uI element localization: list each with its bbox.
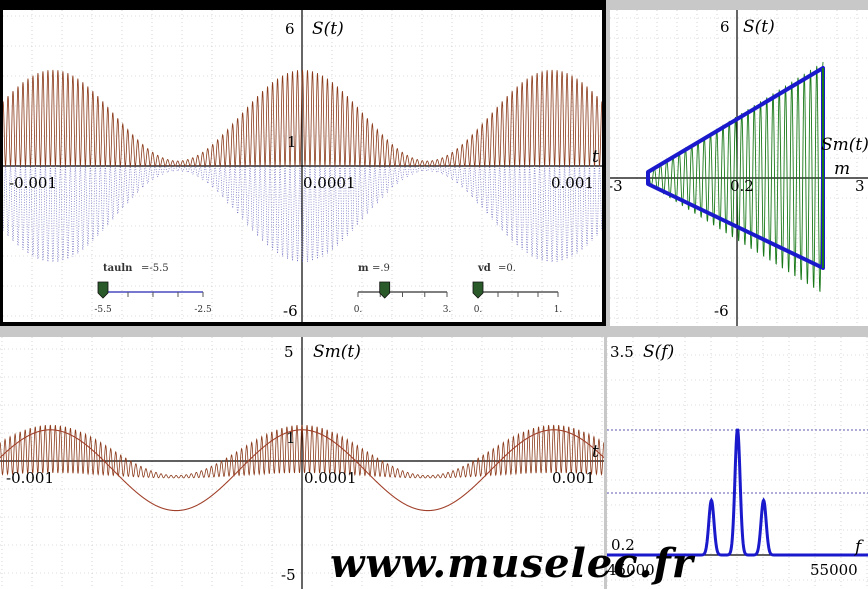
y-tick-label: 6 [720, 18, 730, 36]
y-tick-label: 1 [286, 429, 296, 447]
modulating-signal-chart: 5 1 -5 -0.001 0.0001 0.001 Sm(t) t [0, 337, 604, 589]
slider-handle [97, 281, 109, 299]
y-tick-label: 0.2 [611, 536, 635, 554]
y-axis-label: S(f) [643, 342, 674, 362]
y-tick-label: -5 [281, 566, 296, 584]
y-axis-label: S(t) [312, 19, 344, 39]
y-tick-label: 1 [287, 133, 297, 151]
x-tick-label: 0.001 [551, 174, 594, 192]
y-tick-label: 5 [284, 343, 294, 361]
series-fill-oscillation [647, 61, 824, 292]
modulating-signal-panel: 5 1 -5 -0.001 0.0001 0.001 Sm(t) t [0, 337, 604, 589]
x-tick-label: -0.001 [6, 469, 54, 487]
slider-label: vd [477, 263, 491, 274]
slider-max-label: 3. [443, 305, 452, 315]
x-axis-label-secondary: Sm(t) [821, 135, 868, 155]
slider-min-label: 0. [474, 305, 483, 315]
x-axis-label: m [834, 159, 850, 179]
slider-value: =0. [498, 263, 516, 274]
series-lower [3, 164, 602, 263]
watermark-text: www.muselec.fr [330, 540, 694, 587]
x-axis-label: f [853, 537, 864, 557]
slider-max-label: -2.5 [194, 305, 212, 315]
slider-min-label: 0. [354, 305, 363, 315]
x-tick-label: 3 [855, 177, 865, 195]
slider-label: tauln [103, 263, 133, 274]
y-axis-label: Sm(t) [313, 342, 361, 362]
spectrum-panel: 3.5 0.2 45000 55000 S(f) f [607, 337, 868, 589]
x-tick-label: -0.001 [9, 174, 57, 192]
series-modulating [0, 429, 604, 512]
x-tick-label: 45000 [607, 561, 655, 579]
x-tick-label: 0.0001 [304, 469, 357, 487]
series-carrier [0, 424, 604, 479]
series-spectrum [607, 428, 868, 557]
y-tick-label: -6 [714, 302, 729, 320]
series-upper [3, 69, 602, 168]
slider-value: =.9 [372, 263, 390, 274]
y-tick-label: -6 [283, 302, 298, 320]
y-tick-label: 6 [285, 20, 295, 38]
x-tick-label: -3 [610, 177, 623, 195]
x-tick-label: 0.2 [730, 177, 754, 195]
trapezoid-panel: 6 -6 -3 0.2 3 S(t) Sm(t) m [610, 10, 868, 326]
slider-label: m [358, 263, 369, 274]
y-axis-label: S(t) [743, 17, 775, 37]
slider-value: =-5.5 [141, 263, 169, 274]
x-axis-label: t [592, 442, 599, 462]
modulated-signal-panel: 6 1 -6 -0.001 0.0001 0.001 S(t) t tauln =-5.5 -5.5… [0, 0, 606, 326]
x-tick-label: 0.001 [552, 469, 595, 487]
slider-max-label: 1. [554, 305, 563, 315]
x-axis-label: t [592, 147, 599, 167]
modulated-signal-chart: 6 1 -6 -0.001 0.0001 0.001 S(t) t tauln =-5.5 -5.5… [3, 10, 602, 322]
slider-min-label: -5.5 [94, 305, 112, 315]
slider-handle [379, 281, 391, 299]
trapezoid-chart: 6 -6 -3 0.2 3 S(t) Sm(t) m [610, 10, 868, 326]
spectrum-chart: 3.5 0.2 45000 55000 S(f) f [607, 337, 868, 589]
x-tick-label: 0.0001 [303, 174, 356, 192]
slider-handle [472, 281, 484, 299]
x-tick-label: 55000 [810, 561, 858, 579]
y-tick-label: 3.5 [610, 343, 634, 361]
